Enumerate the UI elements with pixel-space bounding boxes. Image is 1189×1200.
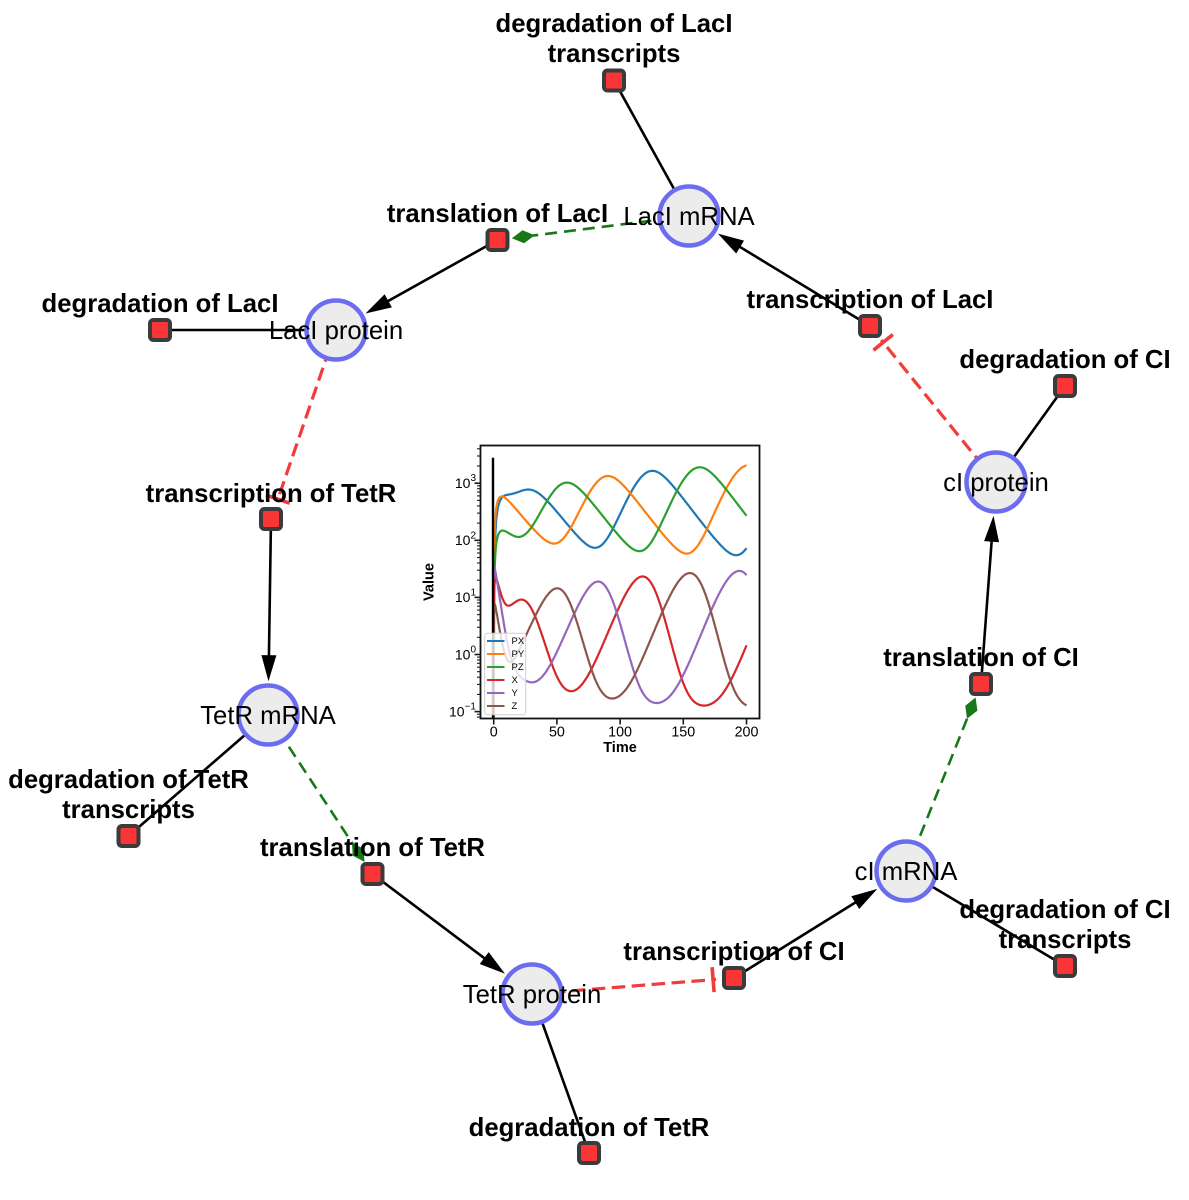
svg-text:degradation of CI: degradation of CI bbox=[959, 896, 1170, 924]
svg-text:101: 101 bbox=[455, 587, 477, 605]
svg-text:PY: PY bbox=[512, 649, 525, 660]
svg-text:102: 102 bbox=[455, 530, 477, 548]
svg-text:transcripts: transcripts bbox=[999, 926, 1132, 954]
svg-text:degradation of TetR: degradation of TetR bbox=[469, 1114, 710, 1142]
svg-text:LacI protein: LacI protein bbox=[269, 317, 403, 345]
svg-text:TetR mRNA: TetR mRNA bbox=[200, 702, 336, 730]
svg-text:Y: Y bbox=[512, 688, 519, 699]
svg-text:degradation of TetR: degradation of TetR bbox=[8, 766, 249, 794]
svg-text:translation of TetR: translation of TetR bbox=[260, 834, 485, 862]
svg-text:50: 50 bbox=[549, 725, 565, 741]
svg-text:100: 100 bbox=[608, 725, 632, 741]
svg-text:translation of CI: translation of CI bbox=[883, 644, 1079, 672]
svg-text:LacI mRNA: LacI mRNA bbox=[623, 203, 755, 231]
svg-text:0: 0 bbox=[490, 725, 498, 741]
svg-text:100: 100 bbox=[455, 645, 477, 663]
svg-text:Time: Time bbox=[603, 740, 637, 756]
svg-text:transcription of CI: transcription of CI bbox=[623, 938, 844, 966]
svg-text:PZ: PZ bbox=[512, 662, 524, 673]
svg-text:10−1: 10−1 bbox=[449, 702, 476, 720]
svg-text:transcription of TetR: transcription of TetR bbox=[146, 480, 397, 508]
svg-text:cI mRNA: cI mRNA bbox=[855, 858, 959, 886]
svg-text:translation of LacI: translation of LacI bbox=[387, 200, 608, 228]
svg-text:PX: PX bbox=[512, 636, 525, 647]
svg-text:degradation of LacI: degradation of LacI bbox=[496, 10, 733, 38]
svg-text:150: 150 bbox=[671, 725, 695, 741]
svg-text:transcripts: transcripts bbox=[548, 40, 681, 68]
svg-text:X: X bbox=[512, 675, 519, 686]
svg-text:200: 200 bbox=[735, 725, 759, 741]
svg-text:TetR protein: TetR protein bbox=[463, 981, 602, 1009]
svg-text:degradation of LacI: degradation of LacI bbox=[42, 290, 279, 318]
svg-text:Value: Value bbox=[422, 563, 438, 601]
svg-text:degradation of CI: degradation of CI bbox=[959, 346, 1170, 374]
svg-text:transcripts: transcripts bbox=[62, 796, 195, 824]
svg-text:transcription of LacI: transcription of LacI bbox=[747, 286, 994, 314]
svg-text:Z: Z bbox=[512, 701, 518, 712]
svg-text:103: 103 bbox=[455, 473, 477, 491]
svg-text:cI protein: cI protein bbox=[943, 469, 1049, 497]
